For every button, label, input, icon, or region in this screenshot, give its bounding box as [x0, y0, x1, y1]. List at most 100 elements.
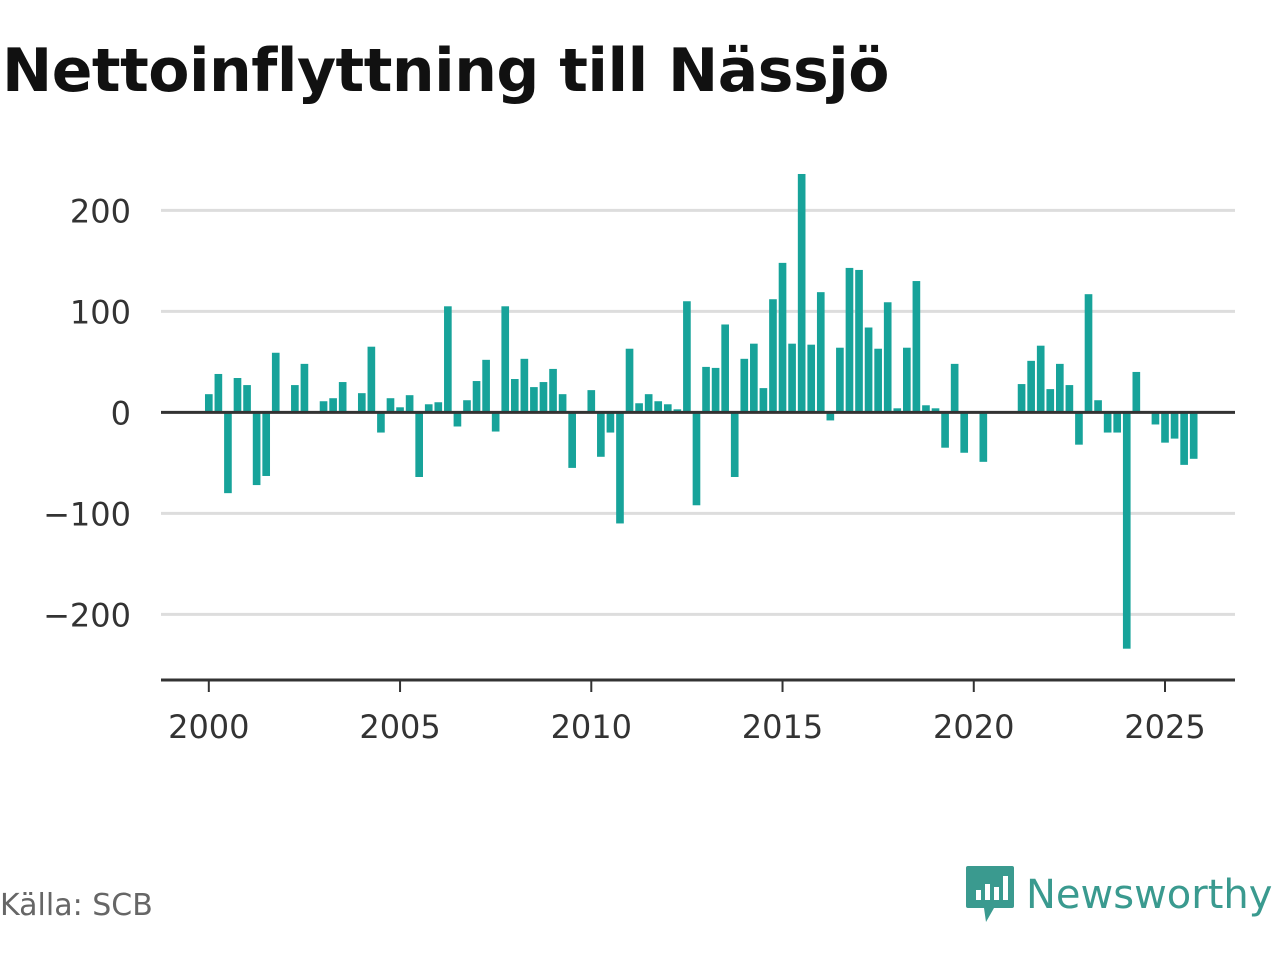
newsworthy-logo-icon: [966, 866, 1014, 922]
bar: [597, 412, 605, 457]
chart-title: Nettoinflyttning till Nässjö: [2, 36, 889, 106]
bar: [826, 412, 835, 421]
bar: [1180, 412, 1188, 465]
bar: [214, 373, 223, 413]
x-tick-label: 2000: [168, 708, 249, 746]
bar: [960, 412, 969, 453]
bar: [587, 390, 596, 413]
bar: [1161, 412, 1169, 443]
bar: [778, 262, 787, 413]
y-tick-label: 0: [111, 394, 131, 432]
bar: [750, 343, 758, 413]
bar: [711, 367, 720, 413]
bar: [836, 347, 844, 413]
bar: [491, 412, 500, 432]
source-note: Källa: SCB: [0, 888, 153, 923]
bar: [1056, 363, 1064, 413]
bar: [224, 412, 232, 494]
x-tick-label: 2015: [742, 708, 823, 746]
bar: [797, 173, 806, 413]
bar: [721, 324, 729, 413]
bar: [300, 363, 309, 413]
bar: [663, 404, 672, 413]
bar: [243, 385, 251, 413]
bar: [453, 412, 462, 427]
bar: [472, 381, 481, 413]
bar: [692, 412, 701, 506]
bar: [1017, 384, 1026, 413]
bar: [788, 343, 796, 413]
y-tick-label: 200: [70, 192, 131, 230]
bar: [673, 409, 682, 413]
bar: [357, 393, 366, 413]
bar: [1113, 412, 1122, 433]
bar: [386, 398, 395, 413]
grid-lines: [161, 208, 1235, 616]
bar: [482, 359, 490, 413]
bar: [616, 412, 624, 524]
bar: [501, 306, 510, 413]
bar: [396, 407, 404, 413]
bar: [931, 408, 940, 413]
bar: [415, 412, 423, 477]
bar: [1027, 360, 1035, 413]
bar: [539, 382, 548, 413]
bar: [463, 400, 471, 413]
bar: [434, 402, 443, 413]
bar: [319, 401, 328, 413]
bar: [530, 387, 538, 413]
bar: [941, 412, 949, 448]
newsworthy-logo[interactable]: Newsworthy: [964, 864, 1272, 926]
bar: [1122, 412, 1131, 649]
y-tick-label: −200: [43, 596, 131, 634]
bar: [635, 403, 643, 413]
bar: [1094, 400, 1102, 413]
bar: [271, 352, 280, 413]
bar: [1170, 412, 1179, 439]
bar: [1084, 294, 1093, 413]
bar: [233, 378, 242, 413]
bar: [922, 405, 930, 413]
bar: [950, 363, 959, 413]
y-tick-label: 100: [70, 293, 131, 331]
bar: [816, 292, 825, 413]
bar: [252, 412, 261, 486]
bar: [1189, 412, 1198, 459]
bar: [644, 394, 653, 413]
bar: [1151, 412, 1160, 425]
bar: [864, 327, 873, 413]
bar: [558, 394, 567, 413]
bar: [606, 412, 615, 433]
bar: [329, 398, 337, 413]
bar: [338, 382, 347, 413]
bar: [769, 299, 777, 413]
bar: [444, 306, 452, 413]
bars: [204, 173, 1198, 649]
bar: [1046, 389, 1055, 413]
bar: [377, 412, 385, 433]
bar: [759, 388, 768, 413]
bar: [807, 344, 816, 413]
bar: [424, 404, 433, 413]
bar: [510, 379, 519, 413]
x-tick-label: 2010: [551, 708, 632, 746]
x-tick-label: 2025: [1124, 708, 1205, 746]
bar: [1036, 345, 1045, 413]
bar: [874, 348, 882, 413]
bar: [291, 385, 299, 413]
bar: [549, 368, 557, 413]
bar: [740, 358, 749, 413]
bar: [1103, 412, 1112, 433]
bar: [367, 346, 376, 413]
bar: [520, 358, 529, 413]
bar: [1132, 371, 1141, 413]
bar: [730, 412, 739, 477]
bar: [845, 267, 854, 413]
x-tick-label: 2020: [933, 708, 1014, 746]
bar: [204, 394, 213, 413]
bar: [979, 412, 988, 462]
y-tick-label: −100: [43, 495, 131, 533]
x-tick-label: 2005: [359, 708, 440, 746]
bar: [262, 412, 271, 476]
